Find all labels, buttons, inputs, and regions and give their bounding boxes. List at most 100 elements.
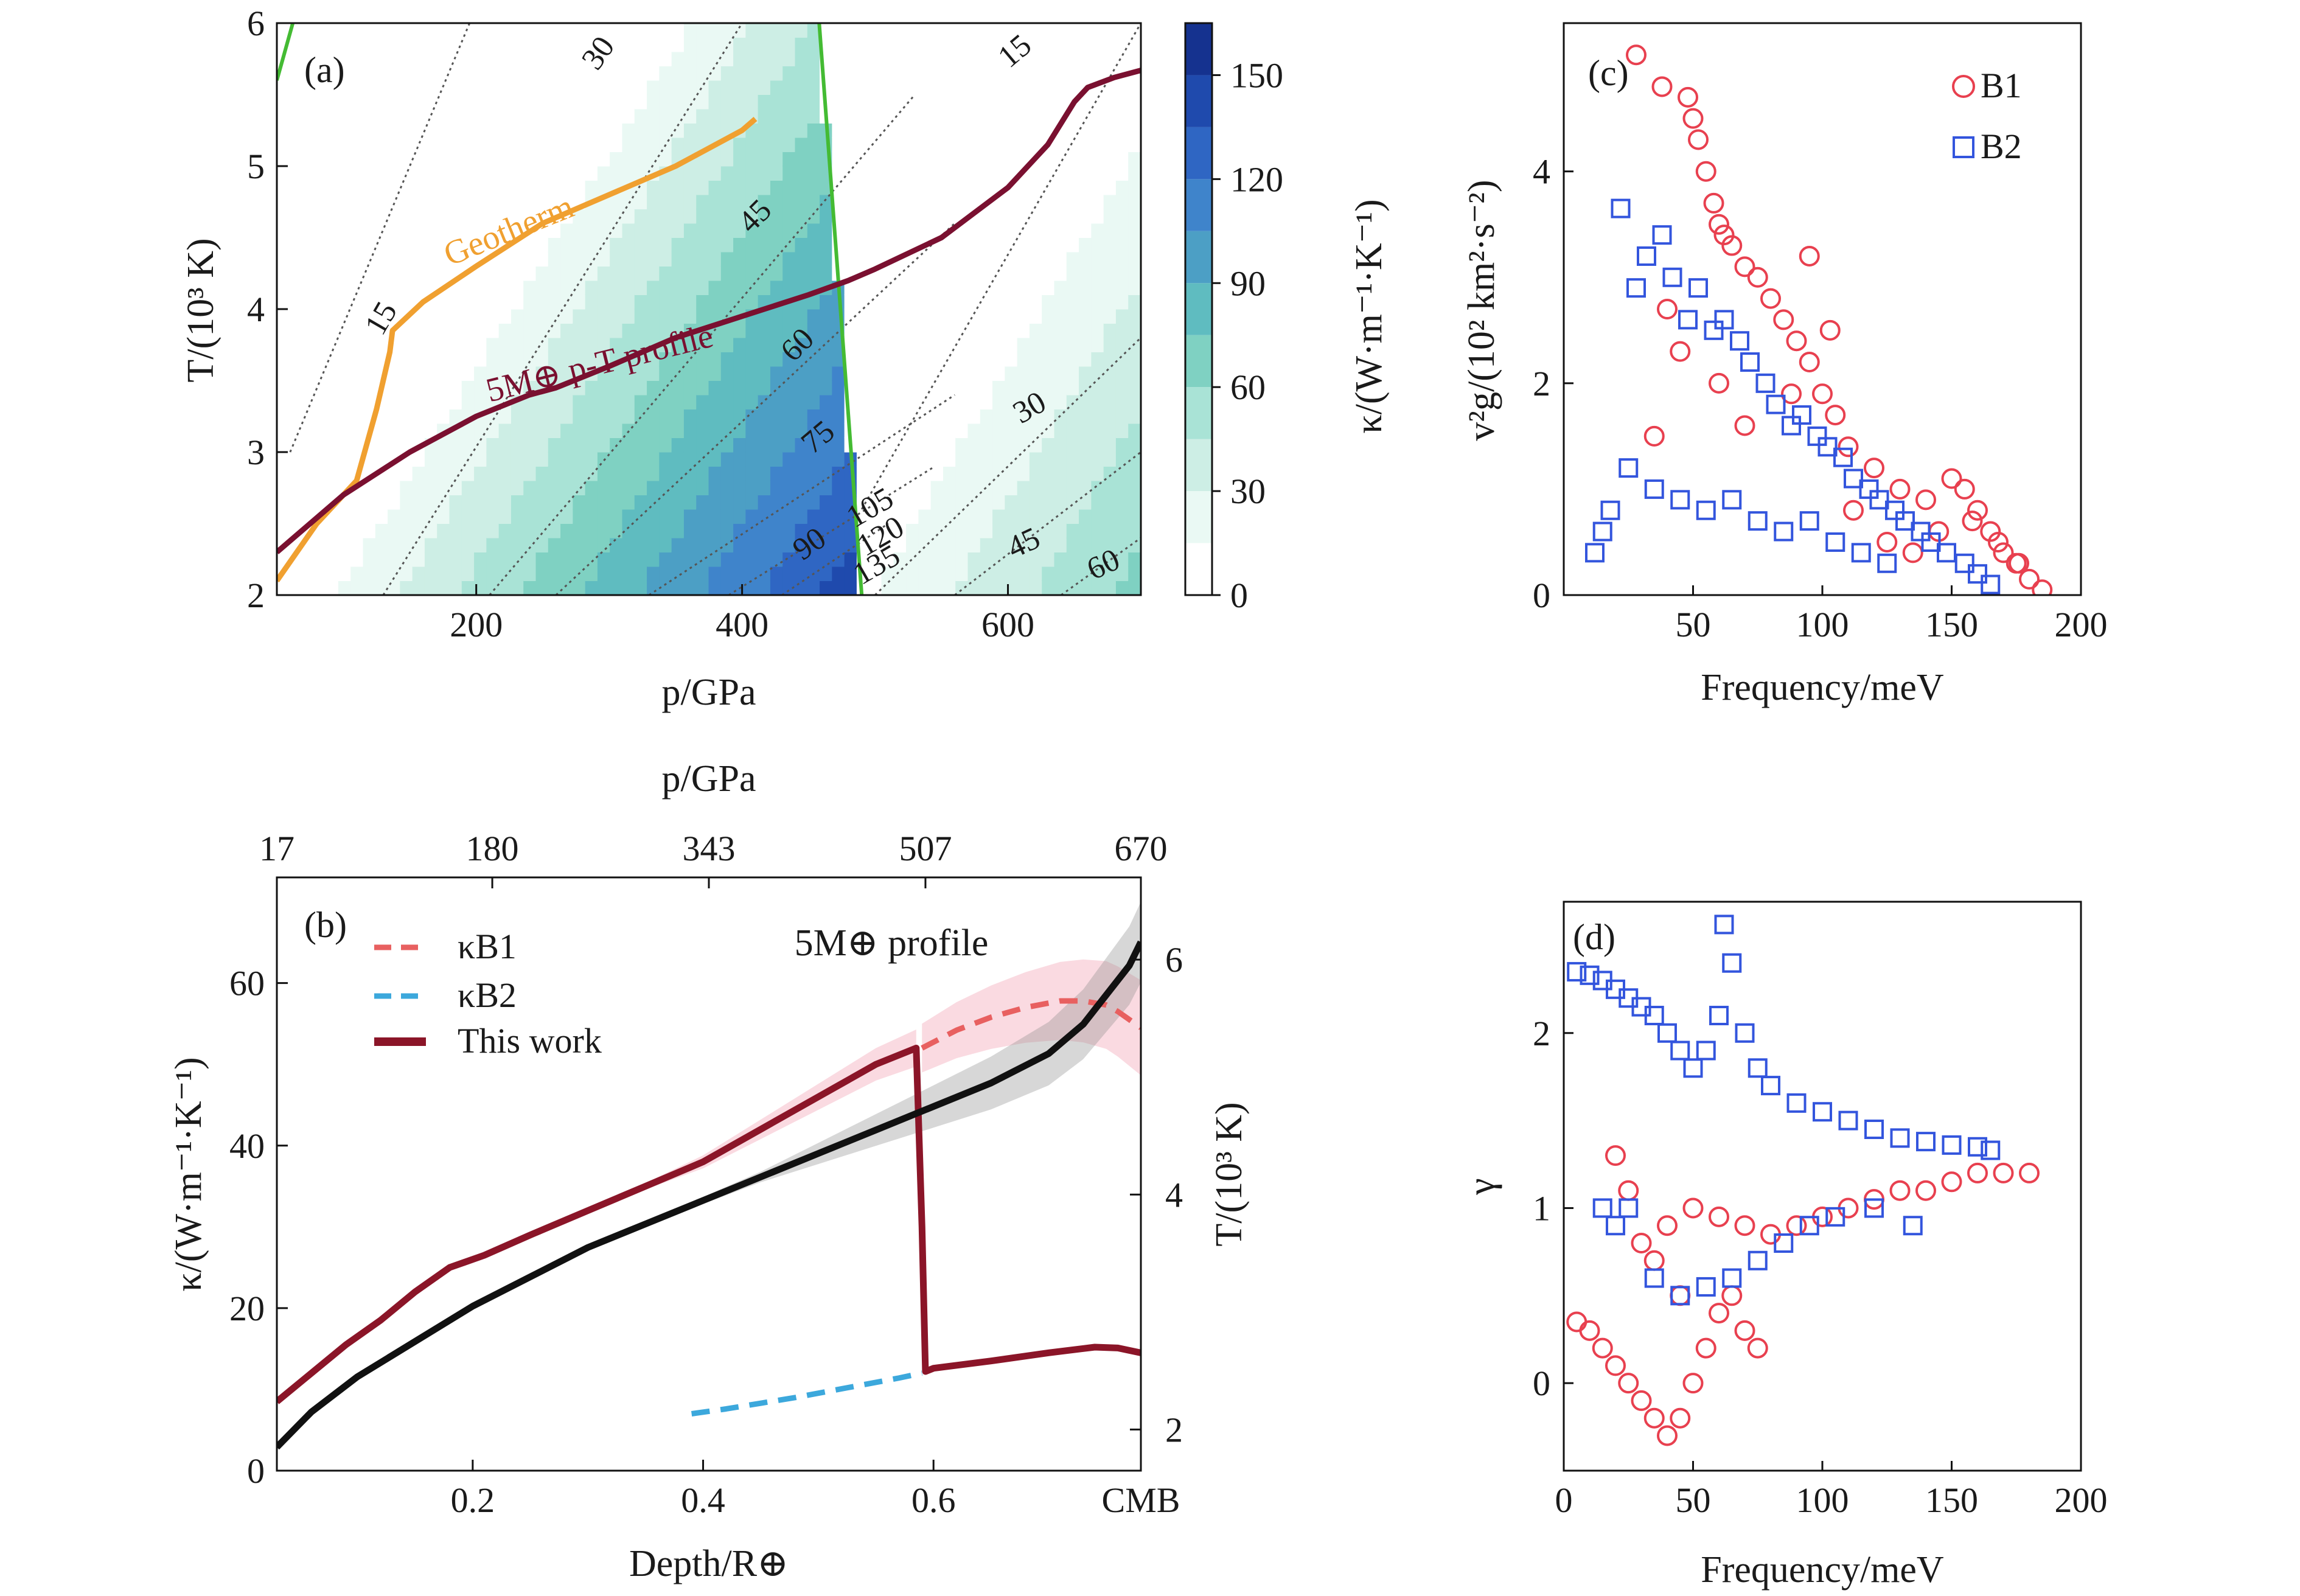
- kappa-cell: [535, 237, 549, 253]
- kappa-cell: [277, 323, 290, 338]
- kappa-cell: [400, 166, 413, 181]
- kappa-cell: [881, 123, 894, 138]
- kappa-cell: [424, 194, 438, 209]
- kappa-cell: [782, 23, 796, 38]
- kappa-cell: [388, 251, 401, 267]
- kappa-cell: [461, 366, 475, 381]
- kappa-cell: [893, 137, 907, 152]
- kappa-cell: [906, 523, 919, 538]
- kappa-cell: [535, 323, 549, 338]
- kappa-cell: [350, 194, 364, 209]
- kappa-cell: [1066, 23, 1080, 38]
- kappa-cell: [967, 509, 981, 524]
- kappa-cell: [720, 352, 734, 367]
- kappa-cell: [782, 323, 796, 338]
- kappa-cell: [523, 337, 537, 352]
- colorbar-tick-label: 150: [1230, 55, 1283, 95]
- x2-tick-label: 343: [683, 829, 736, 868]
- kappa-cell: [1054, 566, 1067, 581]
- kappa-cell: [683, 223, 697, 238]
- kappa-cell: [992, 23, 1006, 38]
- kappa-cell: [511, 137, 524, 152]
- kappa-cell: [881, 451, 894, 467]
- kappa-cell: [683, 194, 697, 209]
- kappa-cell: [535, 337, 549, 352]
- colorbar-band: [1185, 283, 1212, 335]
- kappa-cell: [288, 94, 302, 110]
- kappa-cell: [1091, 266, 1104, 281]
- kappa-cell: [893, 280, 907, 295]
- kappa-cell: [720, 480, 734, 495]
- kappa-cell: [326, 409, 339, 424]
- kappa-cell: [610, 566, 623, 581]
- kappa-cell: [1103, 495, 1117, 510]
- kappa-cell: [573, 152, 586, 167]
- kappa-cell: [967, 66, 981, 81]
- kappa-cell: [449, 451, 462, 467]
- kappa-cell: [832, 80, 845, 95]
- kappa-cell: [535, 51, 549, 66]
- kappa-cell: [437, 352, 450, 367]
- kappa-cell: [844, 23, 857, 38]
- kappa-cell: [277, 466, 290, 481]
- data-point: [1631, 1233, 1652, 1253]
- kappa-cell: [943, 80, 957, 95]
- data-point: [1734, 1215, 1755, 1236]
- kappa-cell: [745, 509, 759, 524]
- kappa-cell: [1091, 509, 1104, 524]
- kappa-cell: [1029, 166, 1043, 181]
- kappa-cell: [906, 552, 919, 567]
- kappa-cell: [943, 123, 957, 138]
- kappa-cell: [918, 466, 932, 481]
- kappa-cell: [881, 352, 894, 367]
- kappa-cell: [906, 180, 919, 195]
- kappa-cell: [301, 94, 315, 110]
- kappa-cell: [770, 380, 784, 396]
- kappa-cell: [683, 51, 697, 66]
- kappa-cell: [288, 509, 302, 524]
- kappa-cell: [1066, 294, 1080, 310]
- kappa-cell: [659, 323, 672, 338]
- kappa-cell: [511, 166, 524, 181]
- kappa-cell: [881, 194, 894, 209]
- kappa-cell: [1029, 380, 1043, 396]
- kappa-cell: [437, 308, 450, 324]
- kappa-cell: [881, 94, 894, 110]
- kappa-cell: [683, 480, 697, 495]
- data-point: [1580, 965, 1600, 985]
- kappa-cell: [782, 266, 796, 281]
- kappa-cell: [1042, 294, 1055, 310]
- kappa-cell: [1115, 509, 1129, 524]
- kappa-cell: [277, 280, 290, 295]
- kappa-cell: [350, 366, 364, 381]
- kappa-cell: [634, 223, 648, 238]
- kappa-cell: [486, 23, 500, 38]
- data-point: [1895, 511, 1915, 531]
- y-axis-label: T/(10³ K): [180, 238, 221, 382]
- kappa-cell: [1091, 209, 1104, 224]
- kappa-cell: [301, 294, 315, 310]
- kappa-cell: [388, 437, 401, 453]
- kappa-cell: [498, 51, 512, 66]
- kappa-cell: [869, 380, 882, 396]
- kappa-cell: [1115, 108, 1129, 124]
- kappa-cell: [400, 409, 413, 424]
- y-axis-label: v²g/(10² km²·s⁻²): [1461, 179, 1502, 441]
- kappa-cell: [498, 352, 512, 367]
- x-tick-label: 150: [1925, 1480, 1978, 1520]
- kappa-cell: [980, 352, 994, 367]
- kappa-cell: [832, 480, 845, 495]
- kappa-cell: [869, 94, 882, 110]
- kappa-cell: [560, 580, 574, 595]
- kappa-cell: [807, 123, 821, 138]
- kappa-cell: [1066, 509, 1080, 524]
- legend-marker: [1953, 136, 1974, 158]
- kappa-cell: [1128, 466, 1141, 481]
- kappa-cell: [980, 337, 994, 352]
- kappa-cell: [832, 437, 845, 453]
- kappa-cell: [745, 209, 759, 224]
- kappa-cell: [573, 209, 586, 224]
- kappa-cell: [1128, 80, 1141, 95]
- kappa-cell: [461, 523, 475, 538]
